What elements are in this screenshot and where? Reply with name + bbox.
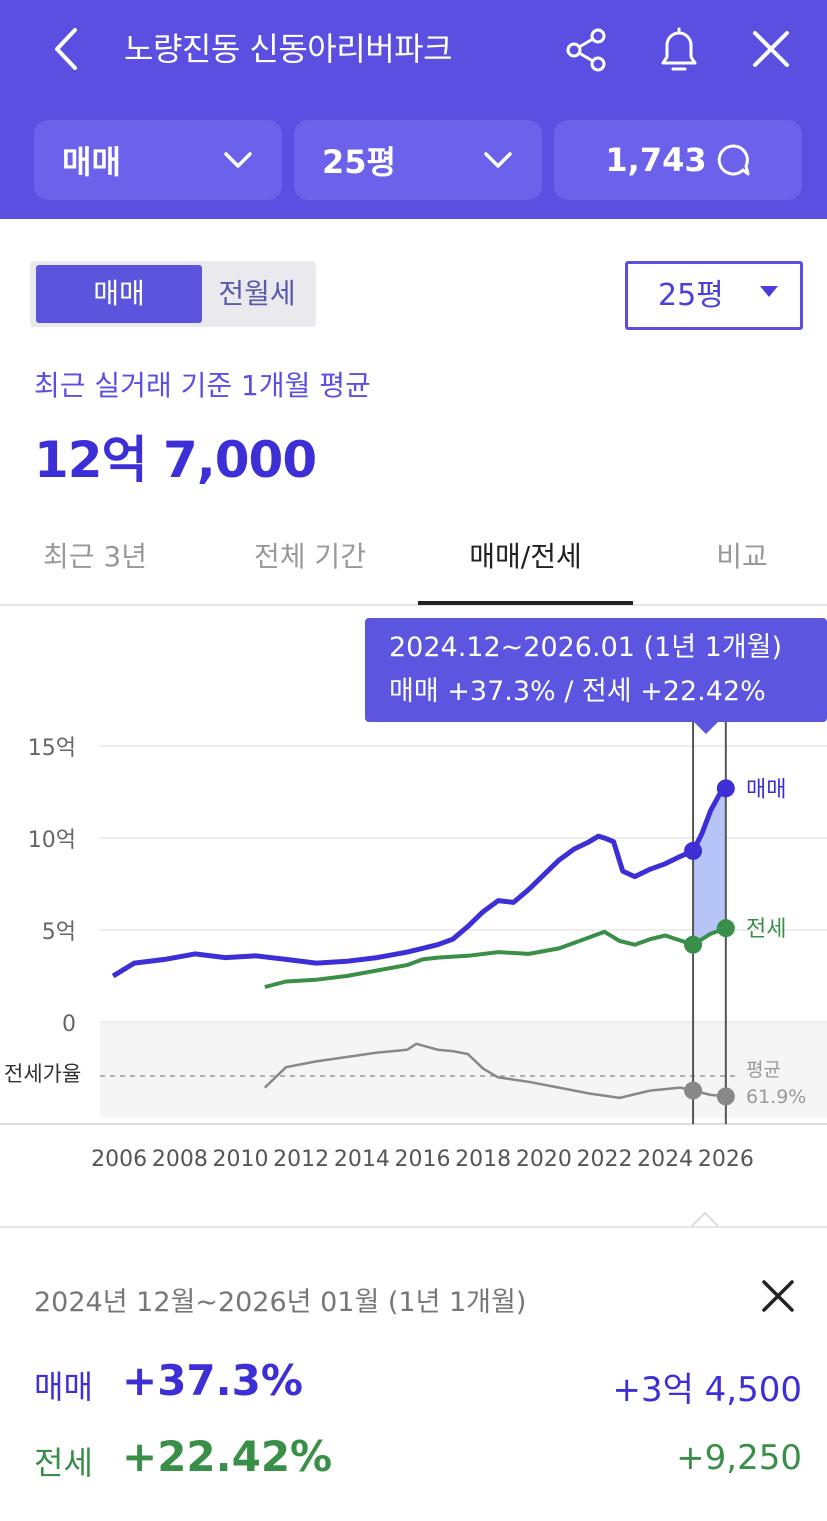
chevron-left-icon [55, 28, 77, 70]
toggle-rent[interactable]: 전월세 [218, 277, 296, 310]
x-tick-label: 2018 [455, 1147, 511, 1172]
tooltip-period: 2024.12~2026.01 (1년 1개월) [389, 632, 783, 663]
y-tick-label: 0 [62, 1012, 76, 1037]
x-tick-label: 2012 [273, 1147, 329, 1172]
bell-icon [661, 27, 697, 71]
close-button[interactable] [746, 24, 796, 74]
active-tab-indicator [418, 601, 633, 605]
y-tick-label: 10억 [28, 828, 76, 853]
deal-type-toggle: 매매 전월세 [30, 261, 316, 327]
y-tick-label: 5억 [42, 920, 76, 945]
tab-compare[interactable]: 비교 [716, 540, 768, 573]
ratio-end-point [716, 1087, 735, 1106]
tab-all-period[interactable]: 전체 기간 [254, 540, 366, 573]
area-select[interactable]: 25평 [625, 261, 803, 330]
tab-recent-3y[interactable]: 최근 3년 [43, 540, 147, 573]
ratio-band [100, 1022, 827, 1118]
highlight-area [693, 788, 726, 945]
ratio-start-point [684, 1081, 703, 1100]
x-tick-label: 2020 [516, 1147, 572, 1172]
sale-change-amount: +3억 4,500 [612, 1370, 802, 1410]
ratio-axis-label: 전세가율 [4, 1062, 81, 1086]
complex-title: 노량진동 신동아리버파크 [124, 30, 453, 68]
panel-divider [0, 1226, 827, 1228]
tooltip-arrow [692, 720, 720, 734]
x-tick-label: 2010 [213, 1147, 269, 1172]
y-tick-label: 15억 [28, 736, 76, 761]
x-tick-label: 2026 [698, 1147, 754, 1172]
range-tooltip: 2024.12~2026.01 (1년 1개월) 매매 +37.3% / 전세 … [365, 618, 827, 722]
ratio-line [263, 1042, 726, 1100]
alert-button[interactable] [652, 22, 706, 76]
jeonse-start-point [684, 935, 703, 954]
sale-series-label: 매매 [746, 777, 786, 802]
tooltip-change: 매매 +37.3% / 전세 +22.42% [389, 676, 766, 707]
sale-line [111, 786, 728, 979]
jeonse-end-point [716, 919, 735, 938]
sale-change-pct: +37.3% [122, 1356, 303, 1405]
share-button[interactable] [560, 24, 612, 76]
x-tick-label: 2016 [395, 1147, 451, 1172]
jeonse-change-label: 전세 [34, 1444, 93, 1482]
panel-close-button[interactable] [758, 1276, 798, 1316]
size-dropdown[interactable]: 25평 [294, 120, 542, 200]
x-tick-label: 2006 [91, 1147, 147, 1172]
caret-down-icon [760, 286, 778, 297]
comment-count: 1,743 [605, 141, 707, 179]
jeonse-change-pct: +22.42% [122, 1432, 333, 1481]
chevron-down-icon [224, 152, 252, 168]
comment-icon [717, 144, 750, 176]
sale-start-point [684, 841, 703, 860]
panel-period: 2024년 12월~2026년 01월 (1년 1개월) [34, 1287, 527, 1318]
ratio-avg-label: 평균 [746, 1059, 781, 1081]
x-tick-label: 2014 [334, 1147, 390, 1172]
toggle-sale[interactable]: 매매 [36, 265, 202, 323]
jeonse-change-amount: +9,250 [676, 1438, 802, 1478]
tab-sale-jeonse[interactable]: 매매/전세 [469, 540, 582, 573]
sale-change-label: 매매 [34, 1368, 93, 1406]
comments-button[interactable]: 1,743 [554, 120, 802, 200]
close-icon [762, 1280, 794, 1312]
share-icon [566, 28, 606, 72]
x-tick-label: 2008 [152, 1147, 208, 1172]
panel-pointer [691, 1211, 719, 1226]
sale-end-point [716, 779, 735, 798]
x-tick-label: 2024 [637, 1147, 693, 1172]
close-icon [753, 31, 789, 67]
avg-price-value: 12억 7,000 [34, 431, 317, 489]
back-button[interactable] [44, 24, 88, 74]
chevron-down-icon [484, 152, 512, 168]
area-select-value: 25평 [658, 278, 724, 313]
size-value: 25평 [322, 143, 396, 181]
jeonse-line [264, 926, 727, 989]
avg-price-label: 최근 실거래 기준 1개월 평균 [34, 369, 371, 402]
period-tabs: 최근 3년 전체 기간 매매/전세 비교 [0, 520, 827, 606]
jeonse-series-label: 전세 [746, 917, 786, 942]
x-tick-label: 2022 [577, 1147, 633, 1172]
trade-type-dropdown[interactable]: 매매 [34, 120, 282, 200]
price-chart[interactable]: 15억 10억 5억 0 전세가율 2006 2008 2010 2012 2014 2016 201… [0, 606, 827, 1226]
price-chart-svg: 15억 10억 5억 0 전세가율 2006 2008 2010 2012 2014 2016 201… [0, 722, 827, 1226]
top-header: 노량진동 신동아리버파크 매매 25평 1,743 [0, 0, 827, 219]
trade-type-value: 매매 [62, 143, 121, 181]
ratio-avg-value: 61.9% [746, 1086, 806, 1108]
